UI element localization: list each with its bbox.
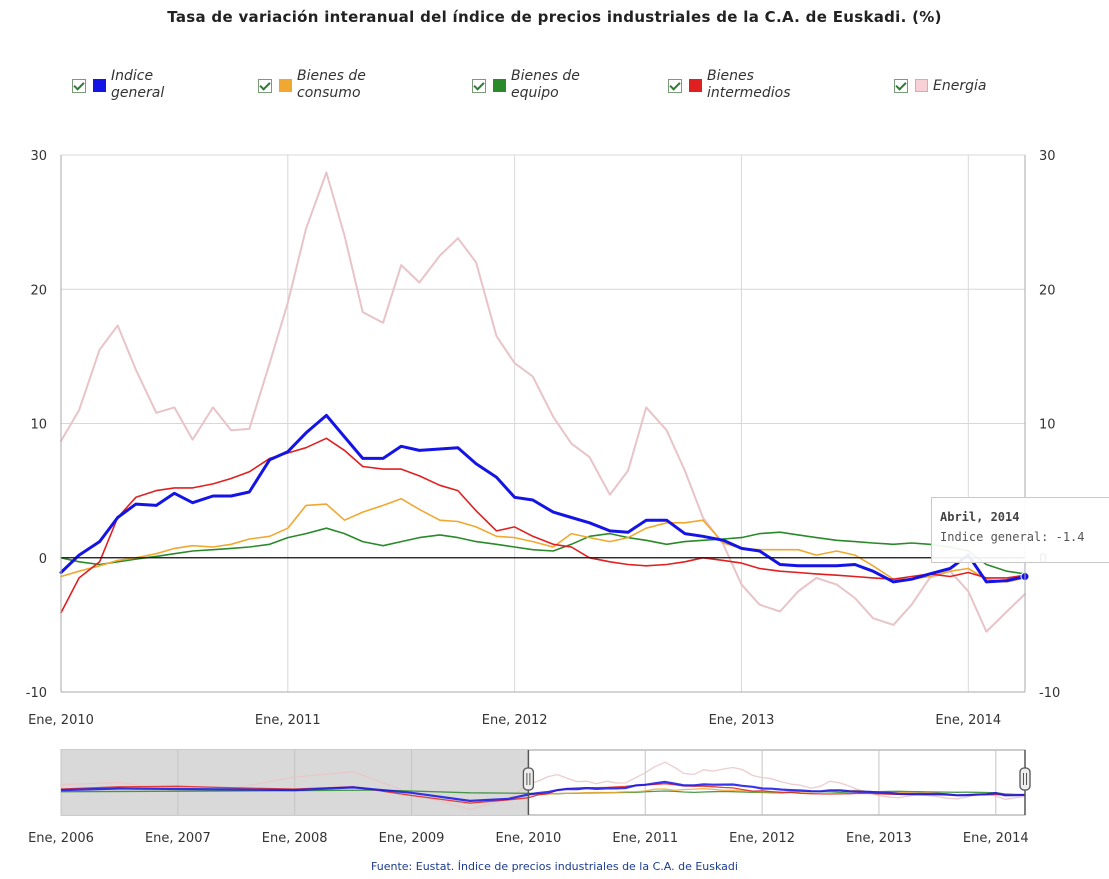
y-tick-label-right: -10 <box>1039 686 1060 701</box>
y-tick-label-right: 20 <box>1039 283 1056 298</box>
legend-swatch <box>493 79 506 92</box>
legend-label: Bienes de equipo <box>511 68 580 101</box>
navigator-tick-label: Ene, 2007 <box>145 831 211 846</box>
legend-label: Bienes intermedios <box>707 68 791 101</box>
y-tick-label-right: 30 <box>1039 149 1056 164</box>
navigator[interactable]: Ene, 2006 Ene, 2007 Ene, 2008 Ene, 2009 Ene,… <box>28 749 1031 846</box>
x-tick-label: Ene, 2010 <box>28 713 94 728</box>
checkbox-checked-icon[interactable] <box>668 79 682 93</box>
navigator-series-indice-general <box>60 780 1026 803</box>
y-tick-label-left: 0 <box>39 552 47 567</box>
source-link[interactable]: Fuente: Eustat. Índice de precios indust… <box>371 860 738 873</box>
tooltip-value: Indice general: -1.4 <box>940 530 1085 544</box>
series-bienes-intermedios <box>60 437 1026 614</box>
series-bienes-de-consumo <box>60 497 1026 583</box>
navigator-handle-left[interactable] <box>522 767 535 791</box>
y-tick-label-right: 10 <box>1039 418 1056 433</box>
navigator-tick-label: Ene, 2014 <box>963 831 1029 846</box>
legend-item-bienes-de-consumo[interactable]: Bienes de consumo <box>258 68 405 102</box>
y-tick-label-left: -10 <box>26 686 47 701</box>
navigator-tick-label: Ene, 2012 <box>729 831 795 846</box>
legend-label: Energia <box>933 78 987 94</box>
x-tick-label: Ene, 2013 <box>709 713 775 728</box>
legend-label: Bienes de consumo <box>297 68 366 101</box>
checkbox-checked-icon[interactable] <box>894 79 908 93</box>
plot-series <box>59 171 1030 633</box>
navigator-tick-label: Ene, 2010 <box>495 831 561 846</box>
legend-swatch <box>915 79 928 92</box>
y-tick-label-left: 20 <box>30 283 47 298</box>
navigator-tick-label: Ene, 2008 <box>262 831 328 846</box>
legend-label: Indice general <box>111 68 165 101</box>
legend-swatch <box>279 79 292 92</box>
series-bienes-de-equipo <box>60 527 1026 575</box>
legend-swatch <box>689 79 702 92</box>
tooltip-title: Abril, 2014 <box>940 510 1020 524</box>
y-tick-label-left: 10 <box>30 418 47 433</box>
navigator-series-energia <box>60 761 1026 811</box>
navigator-tick-label: Ene, 2006 <box>28 831 94 846</box>
x-tick-label: Ene, 2012 <box>482 713 548 728</box>
legend-item-bienes-intermedios[interactable]: Bienes intermedios <box>668 68 815 102</box>
series-energia <box>60 171 1026 633</box>
legend-item-indice-general[interactable]: Indice general <box>72 68 219 102</box>
y-tick-label-left: 30 <box>30 149 47 164</box>
tooltip: Abril, 2014 Indice general: -1.4 <box>931 497 1109 563</box>
chart-title: Tasa de variación interanual del índice … <box>167 8 942 26</box>
plot-grid <box>60 154 1025 693</box>
handle-grip <box>522 767 535 791</box>
navigator-handle-right[interactable] <box>1019 767 1031 791</box>
checkbox-checked-icon[interactable] <box>72 79 86 93</box>
checkbox-checked-icon[interactable] <box>472 79 486 93</box>
handle-grip <box>1019 767 1031 791</box>
navigator-tick-label: Ene, 2013 <box>846 831 912 846</box>
x-tick-label: Ene, 2011 <box>255 713 321 728</box>
navigator-tick-label: Ene, 2009 <box>379 831 445 846</box>
x-tick-label: Ene, 2014 <box>935 713 1001 728</box>
legend-item-energia[interactable]: Energia <box>894 68 1041 95</box>
legend-swatch <box>93 79 106 92</box>
series-indice-general <box>59 413 1027 584</box>
legend-item-bienes-de-equipo[interactable]: Bienes de equipo <box>472 68 619 102</box>
navigator-tick-label: Ene, 2011 <box>612 831 678 846</box>
checkbox-checked-icon[interactable] <box>258 79 272 93</box>
